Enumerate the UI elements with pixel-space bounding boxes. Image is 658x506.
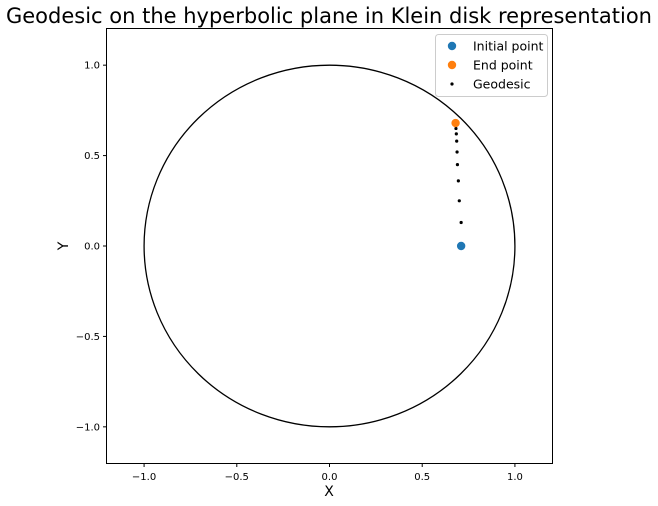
y-tick-label: −0.5 (76, 332, 100, 343)
end-point (451, 118, 460, 128)
legend: Initial point End point Geodesic (435, 34, 548, 97)
legend-label: Geodesic (473, 77, 531, 92)
geodesic-point (454, 126, 458, 131)
boundary-circle (143, 64, 516, 428)
y-tick-label: 0.5 (84, 151, 100, 162)
legend-marker (447, 41, 457, 51)
y-axis-label: Y (56, 241, 72, 251)
x-tick-label: 0.0 (322, 472, 338, 483)
geodesic-point (459, 220, 463, 225)
initial-point (456, 241, 466, 251)
y-tick-label: −1.0 (76, 422, 100, 433)
geodesic-point (454, 132, 458, 136)
x-axis: −1.0 −0.5 0.0 0.5 1.0 (132, 463, 523, 483)
y-axis: −1.0 −0.5 0.0 0.5 1.0 (76, 61, 107, 433)
geodesic-point (457, 199, 461, 203)
plot-content (143, 64, 516, 428)
legend-box (435, 34, 548, 97)
geodesic-point (456, 179, 460, 183)
y-tick-label: 1.0 (84, 61, 100, 72)
legend-label: Initial point (473, 39, 544, 54)
legend-marker (450, 82, 454, 86)
x-tick-label: 1.0 (507, 472, 523, 483)
legend-marker (447, 60, 457, 70)
x-tick-label: 0.5 (414, 472, 430, 483)
x-axis-label: X (324, 484, 334, 500)
x-tick-label: −1.0 (132, 472, 156, 483)
chart-title: Geodesic on the hyperbolic plane in Klei… (6, 4, 652, 28)
geodesic-point (455, 163, 460, 167)
legend-label: End point (473, 58, 533, 73)
x-tick-label: −0.5 (225, 472, 249, 483)
y-tick-label: 0.0 (84, 242, 100, 253)
geodesic-point (455, 150, 459, 154)
plot-area (106, 28, 553, 464)
geodesic-point (455, 139, 459, 143)
